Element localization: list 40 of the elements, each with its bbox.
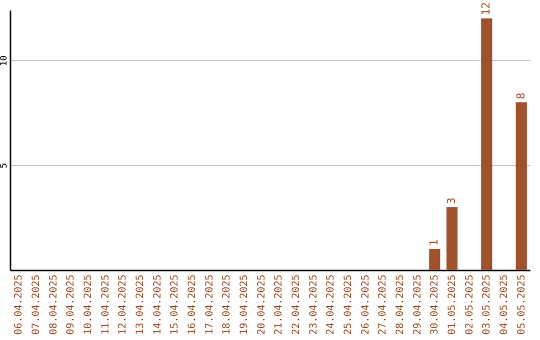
data-label: 8	[514, 92, 528, 100]
x-tick-label: 08.04.2025	[48, 274, 60, 335]
data-label: 12	[480, 2, 493, 16]
x-tick-label: 10.04.2025	[83, 274, 94, 335]
data-label: 1	[428, 239, 441, 246]
bar	[429, 249, 440, 270]
x-tick-label: 23.04.2025	[308, 274, 320, 335]
x-tick-label: 29.04.2025	[412, 274, 424, 335]
x-tick-label: 26.04.2025	[360, 274, 372, 335]
x-tick-label: 19.04.2025	[239, 274, 250, 335]
x-tick-label: 12.04.2025	[118, 274, 129, 335]
x-tick-label: 02.05.2025	[464, 274, 476, 335]
x-tick-label: 04.05.2025	[499, 274, 510, 335]
y-tick-label: 5	[0, 162, 10, 168]
x-tick-label: 05.05.2025	[516, 274, 528, 335]
x-tick-label: 09.04.2025	[66, 274, 77, 335]
bar	[481, 18, 492, 270]
x-tick-label: 01.05.2025	[447, 274, 458, 335]
x-tick-label: 07.04.2025	[31, 274, 42, 335]
x-tick-label: 21.04.2025	[274, 274, 285, 335]
x-tick-label: 16.04.2025	[187, 274, 198, 335]
x-tick-label: 03.05.2025	[482, 274, 493, 335]
bar	[446, 207, 458, 270]
x-tick-label: 28.04.2025	[395, 274, 406, 335]
x-tick-label: 11.04.2025	[100, 274, 112, 335]
y-tick-label: 10	[0, 55, 10, 66]
x-tick-label: 18.04.2025	[222, 274, 233, 335]
x-tick-label: 30.04.2025	[430, 274, 441, 335]
x-tick-label: 24.04.2025	[326, 274, 337, 335]
x-tick-label: 25.04.2025	[343, 274, 354, 335]
bar	[516, 102, 527, 270]
data-label: 3	[445, 197, 458, 204]
x-tick-label: 14.04.2025	[152, 274, 164, 335]
x-tick-label: 27.04.2025	[378, 274, 389, 335]
x-tick-label: 22.04.2025	[291, 274, 302, 335]
x-tick-label: 20.04.2025	[256, 274, 268, 335]
x-tick-label: 15.04.2025	[170, 274, 181, 335]
x-tick-label: 17.04.2025	[204, 274, 216, 335]
x-tick-label: 06.04.2025	[14, 274, 25, 335]
x-tick-label: 13.04.2025	[135, 274, 146, 335]
